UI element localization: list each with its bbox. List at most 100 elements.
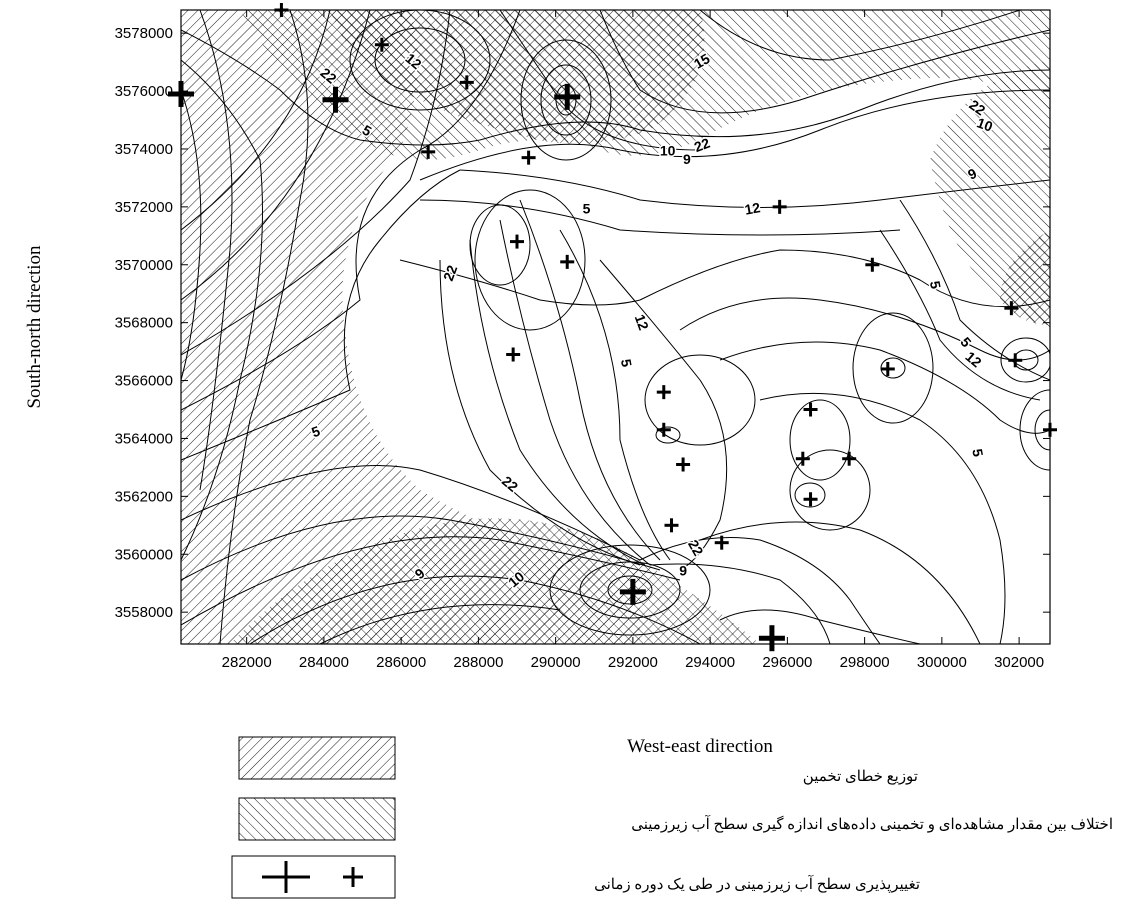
well-marker-small: [1043, 422, 1057, 437]
contour-line: [419, 199, 901, 236]
well-marker-small: [274, 3, 289, 17]
contour-line: [499, 219, 651, 566]
x-tick-label: 294000: [685, 654, 735, 671]
contour-line: [181, 89, 202, 381]
contour-line: [479, 69, 1050, 141]
legend: توزیع خطای تخمین اختلاف بین مقدار مشاهده…: [231, 736, 1113, 899]
contour-line: [419, 89, 1050, 181]
contour-line: [649, 563, 831, 644]
hatch-region-west: [181, 10, 640, 644]
x-tick-label: 302000: [994, 654, 1044, 671]
contour-line: [181, 10, 371, 301]
contour-line: [879, 229, 1041, 401]
contour-line: [679, 297, 1050, 361]
legend-small-cross-icon: [343, 867, 363, 887]
well-marker-small: [676, 457, 691, 472]
contour-value-label: 10: [660, 143, 676, 159]
x-tick-label: 290000: [531, 654, 581, 671]
contour-line: [349, 10, 491, 111]
well-marker-small: [865, 257, 880, 272]
contour-line: [181, 515, 661, 581]
contour-line: [181, 29, 481, 146]
contour-line: [399, 259, 641, 306]
contour-line: [639, 537, 881, 644]
contour-line: [181, 10, 451, 356]
well-marker-small: [842, 451, 857, 466]
contour-value-label: 12: [743, 199, 761, 217]
well-marker-large: [322, 86, 349, 113]
contour-line: [181, 465, 641, 561]
contour-line: [249, 575, 701, 644]
contour-line: [181, 10, 521, 411]
contour-line: [699, 10, 1021, 61]
contour-value-label: 12: [632, 312, 652, 332]
x-tick-label: 286000: [376, 654, 426, 671]
contour-value-label: 22: [685, 537, 707, 559]
contour-line: [789, 399, 851, 481]
contour-value-label: 12: [962, 348, 984, 370]
plot-frame: [180, 9, 1051, 645]
contour-line: [520, 39, 612, 161]
contour-line: [549, 544, 711, 636]
contour-line: [181, 10, 331, 231]
well-marker-small: [510, 234, 525, 249]
contour-line: [519, 199, 661, 561]
well-marker-small: [506, 347, 521, 362]
contour-line: [439, 259, 641, 566]
x-tick-label: 300000: [917, 654, 967, 671]
contour-line: [699, 521, 981, 644]
well-markers: [168, 3, 1057, 652]
contour-value-label: 5: [927, 280, 944, 291]
contour-line: [1000, 337, 1050, 383]
contour-line: [639, 249, 1050, 308]
contour-line: [181, 169, 461, 461]
y-tick-label: 3570000: [115, 257, 173, 274]
contour-line: [181, 536, 681, 626]
contour-line: [852, 312, 934, 424]
hatch-regions: [181, 10, 1050, 644]
well-marker-small: [1008, 353, 1023, 368]
contour-line: [469, 239, 646, 566]
well-marker-large: [554, 83, 581, 110]
well-marker-large: [758, 625, 785, 652]
contour-line: [319, 604, 561, 644]
well-marker-small: [803, 402, 818, 417]
well-marker-small: [656, 385, 671, 400]
legend-label-variability: تغییرپذیری سطح آب زیرزمینی در طی یک دوره…: [594, 875, 920, 893]
contour-line: [199, 10, 233, 491]
x-tick-label: 296000: [762, 654, 812, 671]
legend-swatch-observed-difference: [238, 797, 396, 841]
legend-swatch-variability: [231, 855, 396, 899]
well-marker-small: [772, 199, 787, 214]
well-marker-small: [1004, 301, 1019, 316]
y-tick-label: 3568000: [115, 315, 173, 332]
contour-line: [181, 59, 263, 561]
well-marker-small: [803, 492, 818, 507]
contour-line: [759, 392, 1006, 644]
y-axis-title: South-north direction: [24, 245, 45, 409]
contour-line: [599, 259, 728, 571]
legend-large-cross-icon: [262, 861, 310, 893]
y-tick-label: 3562000: [115, 488, 173, 505]
contour-value-label: 5: [969, 447, 986, 458]
y-tick-label: 3564000: [115, 430, 173, 447]
contour-value-label: 5: [618, 358, 635, 369]
well-marker-small: [656, 422, 671, 437]
well-marker-small: [459, 75, 474, 90]
contour-line: [469, 204, 531, 286]
contour-value-label: 5: [583, 200, 591, 216]
well-marker-small: [795, 451, 810, 466]
well-marker-small: [664, 518, 679, 533]
well-marker-small: [521, 150, 536, 165]
contour-line: [540, 64, 592, 136]
contour-value-label: 22: [499, 473, 521, 495]
contour-value-label: 22: [440, 263, 460, 283]
x-tick-label: 284000: [299, 654, 349, 671]
contour-line: [719, 609, 921, 644]
well-marker-small: [374, 37, 389, 52]
contour-line: [794, 482, 826, 508]
y-tick-label: 3578000: [115, 25, 173, 42]
contour-line: [899, 199, 1050, 381]
well-marker-large: [168, 80, 194, 107]
contour-line: [219, 10, 309, 644]
